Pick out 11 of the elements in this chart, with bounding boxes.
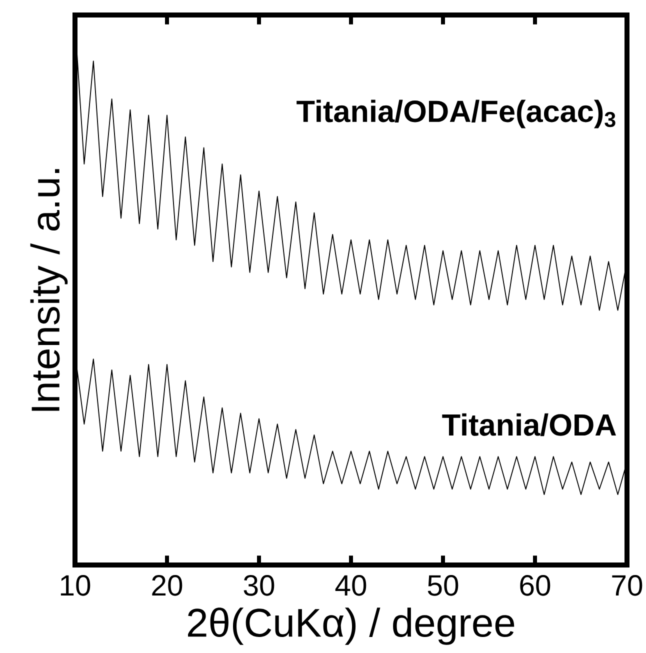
x-tick-label: 60 bbox=[520, 575, 550, 596]
x-tick-label: 30 bbox=[244, 575, 274, 596]
x-tick-label: 10 bbox=[60, 575, 90, 596]
x-axis-title: 2θ(CuKα) / degree bbox=[188, 608, 514, 645]
series-label: Titania/ODA bbox=[442, 413, 616, 436]
x-tick-label: 20 bbox=[152, 575, 182, 596]
text: Titania/ODA/Fe(acac)$_{3}$ bbox=[296, 100, 616, 128]
x-tick-label: 70 bbox=[612, 575, 642, 596]
x-tick-label: 40 bbox=[335, 575, 366, 596]
x-tick-label: 50 bbox=[428, 575, 458, 596]
y-axis-title: Intensity / a.u. bbox=[30, 169, 68, 411]
